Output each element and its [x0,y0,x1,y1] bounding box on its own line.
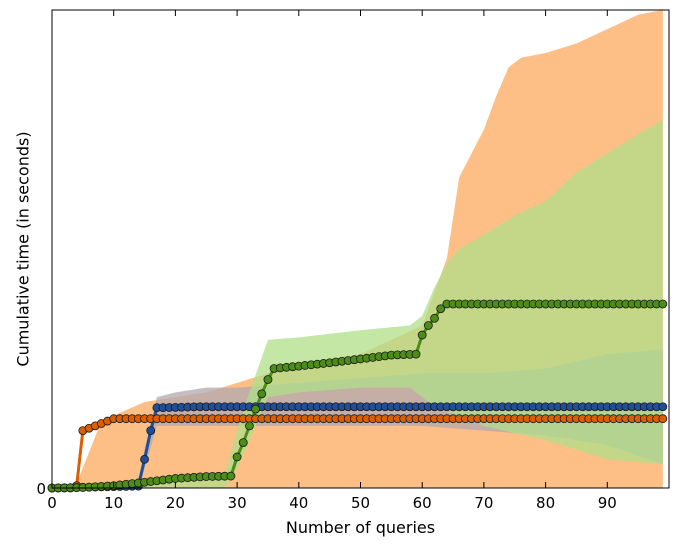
x-tick-label: 20 [166,494,185,512]
y-tick-label: 0 [36,480,46,498]
series-2-point [146,426,156,436]
x-tick-label: 50 [351,494,370,512]
series-3-point [251,404,261,414]
series-3-point [263,375,273,384]
series-3-point [245,421,254,431]
y-axis-label: Cumulative time (in seconds) [14,131,33,366]
series-3-point [226,471,236,481]
x-axis-label: Number of queries [286,518,435,537]
series-3-point [411,349,421,359]
x-tick-label: 90 [598,494,617,512]
x-tick-label: 40 [289,494,308,512]
series-3-point [232,452,242,462]
x-tick-label: 80 [536,494,555,512]
series-3-point [238,438,248,447]
x-tick-label: 10 [104,494,123,512]
series-3-point [658,299,668,309]
y-axis-ticks: 0 [36,480,46,498]
series-3-point [430,313,439,323]
series-3-point [436,304,446,314]
x-tick-label: 60 [413,494,432,512]
series-3-point [423,321,433,330]
series-3-band [52,119,663,488]
series-1-point [658,414,668,424]
x-tick-label: 0 [47,494,57,512]
series-3-point [417,330,427,340]
x-axis-ticks: 0 10 20 30 40 50 60 70 80 90 [47,10,617,512]
series-markers [47,299,668,493]
x-tick-label: 30 [228,494,247,512]
x-tick-label: 70 [474,494,493,512]
series-2-point [140,454,149,464]
series-2-point [658,402,668,412]
series-3-point [257,389,267,399]
